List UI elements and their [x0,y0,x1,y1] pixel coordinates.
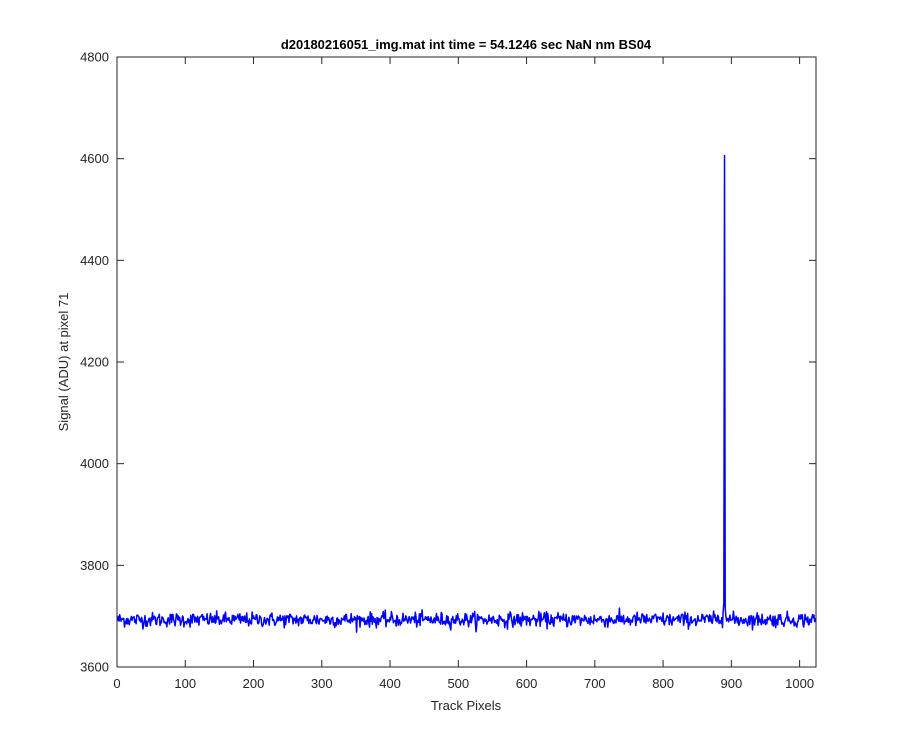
x-tick-label: 800 [652,676,674,691]
plot-background [117,57,816,667]
x-tick-label: 300 [311,676,333,691]
y-tick-label: 4200 [80,355,109,370]
x-tick-label: 700 [584,676,606,691]
series-line [116,154,817,633]
chart-title: d20180216051_img.mat int time = 54.1246 … [281,37,652,52]
x-tick-label: 200 [243,676,265,691]
x-tick-label: 500 [447,676,469,691]
x-axis-ticks: 0 100 200 300 400 500 600 700 800 900 1000 [113,57,814,691]
series-layer [116,154,817,633]
x-tick-label: 600 [516,676,538,691]
x-tick-label: 0 [113,676,120,691]
x-tick-label: 100 [174,676,196,691]
y-tick-label: 4800 [80,50,109,65]
x-axis-title: Track Pixels [431,698,502,713]
x-tick-label: 900 [721,676,743,691]
y-axis-title: Signal (ADU) at pixel 71 [56,293,71,432]
y-tick-label: 4000 [80,456,109,471]
y-axis-ticks: 3600 3800 4000 4200 4400 4600 4800 [80,50,816,675]
y-tick-label: 4400 [80,253,109,268]
y-tick-label: 3600 [80,660,109,675]
y-tick-label: 4600 [80,151,109,166]
plot-area [116,56,817,668]
y-tick-label: 3800 [80,558,109,573]
x-tick-label: 400 [379,676,401,691]
x-tick-label: 1000 [785,676,814,691]
